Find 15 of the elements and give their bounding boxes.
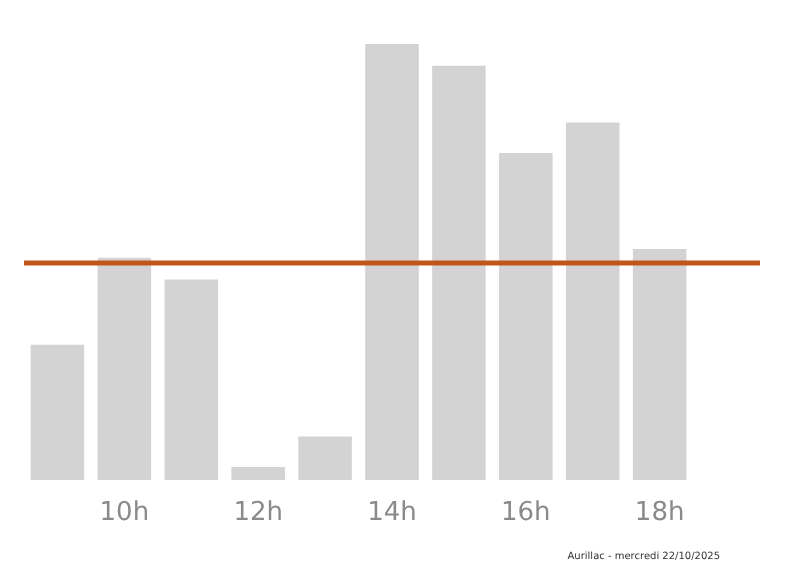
x-tick-label: 18h <box>634 498 685 528</box>
x-tick-label: 16h <box>501 498 551 528</box>
bar <box>632 248 687 480</box>
bar <box>499 153 553 480</box>
bar <box>298 436 352 480</box>
bar <box>432 65 486 480</box>
bar <box>164 279 219 480</box>
x-tick-label: 14h <box>367 498 417 528</box>
x-tick-label: 10h <box>99 498 150 528</box>
bar <box>30 344 85 480</box>
bar <box>231 466 285 480</box>
x-tick-label: 12h <box>233 498 283 528</box>
bar <box>97 257 152 480</box>
bar <box>365 44 419 480</box>
bar <box>565 122 620 480</box>
